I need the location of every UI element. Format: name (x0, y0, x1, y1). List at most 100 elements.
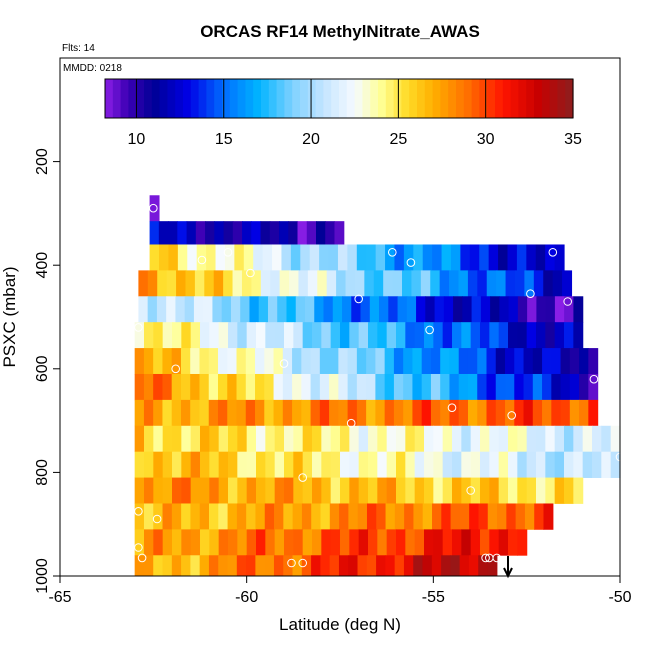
heatmap-cell (330, 451, 341, 478)
heatmap-cell (358, 451, 369, 478)
heatmap-cell (255, 373, 265, 401)
heatmap-cell (412, 399, 423, 427)
heatmap-cell (564, 477, 574, 504)
heatmap-cell (524, 270, 535, 297)
heatmap-cell (376, 555, 386, 577)
heatmap-cell (393, 399, 404, 427)
heatmap-cell (422, 244, 433, 271)
heatmap-cell (554, 477, 565, 504)
heatmap-cell (340, 529, 350, 556)
heatmap-cell (487, 503, 498, 530)
x-tick-label: -55 (422, 589, 445, 606)
heatmap-cell (329, 348, 339, 375)
heatmap-cell (273, 373, 284, 401)
heatmap-cell (195, 221, 206, 245)
heatmap-cell (477, 270, 488, 297)
heatmap-cell (269, 221, 280, 245)
heatmap-cell (172, 451, 182, 478)
heatmap-cell (588, 373, 599, 401)
heatmap-cell (329, 555, 340, 577)
heatmap-cell (208, 555, 219, 577)
heatmap-cell (542, 373, 552, 401)
sample-point (298, 473, 308, 482)
heatmap-cell (321, 425, 332, 453)
heatmap-cell (209, 322, 220, 349)
heatmap-cell (467, 399, 478, 427)
colorbar-tick-label: 30 (477, 131, 495, 148)
colorbar-tick-label: 20 (302, 131, 320, 148)
heatmap-cell (420, 270, 431, 297)
colorbar-segment (401, 79, 410, 118)
heatmap-cell (439, 270, 450, 297)
heatmap-cell (462, 296, 473, 323)
sample-point (492, 553, 502, 563)
colorbar-segment (292, 79, 301, 118)
heatmap-cell (449, 270, 460, 297)
heatmap-cell (489, 477, 500, 504)
heatmap-cell (450, 555, 461, 577)
heatmap-cell (260, 221, 271, 245)
heatmap-cell (326, 270, 337, 297)
heatmap-cell (468, 555, 479, 577)
heatmap-cell (471, 296, 482, 323)
heatmap-cell (262, 244, 273, 271)
heatmap-cell (569, 348, 580, 375)
heatmap-cell (405, 451, 416, 478)
heatmap-cell (478, 555, 489, 577)
colorbar-segment (105, 79, 114, 118)
heatmap-cell (230, 296, 241, 323)
heatmap-cell (480, 529, 490, 556)
heatmap-cell (406, 296, 417, 323)
heatmap-cell (310, 373, 321, 401)
colorbar-segment (378, 79, 387, 118)
heatmap-cell (366, 244, 377, 271)
colorbar-segment (307, 79, 317, 118)
heatmap-cell (467, 270, 478, 297)
heatmap-cell (489, 322, 500, 349)
sample-point (425, 325, 434, 335)
heatmap-cell (217, 348, 228, 375)
heatmap-cell (256, 477, 266, 504)
heatmap-cell (293, 477, 304, 504)
heatmap-cell (255, 555, 266, 577)
heatmap-cell (286, 296, 297, 323)
colorbar-segment (479, 79, 488, 118)
heatmap-cell (218, 555, 229, 577)
colorbar-segment (175, 79, 184, 118)
heatmap-cell (579, 348, 589, 375)
heatmap-cell (134, 529, 145, 556)
chart-title: ORCAS RF14 MethylNitrate_AWAS (200, 22, 480, 41)
heatmap-cell (328, 244, 339, 271)
sample-point (279, 359, 289, 368)
heatmap-cell (245, 399, 256, 427)
heatmap-cell (470, 529, 481, 556)
heatmap-cell (357, 555, 368, 577)
heatmap-cell (265, 322, 276, 349)
colorbar-segment (409, 79, 418, 118)
heatmap-cell (433, 322, 444, 349)
heatmap-cell (228, 322, 238, 349)
heatmap-cell (579, 399, 589, 427)
heatmap-cell (134, 322, 145, 349)
heatmap-cell (282, 399, 293, 427)
colorbar-segment (167, 79, 176, 118)
heatmap-cell (356, 373, 367, 401)
heatmap-cell (337, 244, 348, 271)
heatmap-cell (147, 296, 158, 323)
heatmap-cell (414, 451, 425, 478)
heatmap-cell (413, 555, 424, 577)
heatmap-cell (162, 373, 173, 401)
heatmap-cell (181, 425, 192, 453)
heatmap-cell (206, 244, 217, 271)
heatmap-cell (489, 425, 500, 453)
colorbar-segment (518, 79, 527, 118)
sample-point (548, 248, 558, 257)
heatmap-cell (190, 322, 201, 349)
heatmap-cell (422, 503, 433, 530)
heatmap-cell (144, 322, 154, 349)
heatmap-cell (536, 425, 546, 453)
y-axis: 200 400 600 800 1000 (34, 148, 61, 594)
heatmap-cell (505, 373, 515, 401)
heatmap-cell (452, 322, 462, 349)
heatmap-cell (273, 399, 284, 427)
